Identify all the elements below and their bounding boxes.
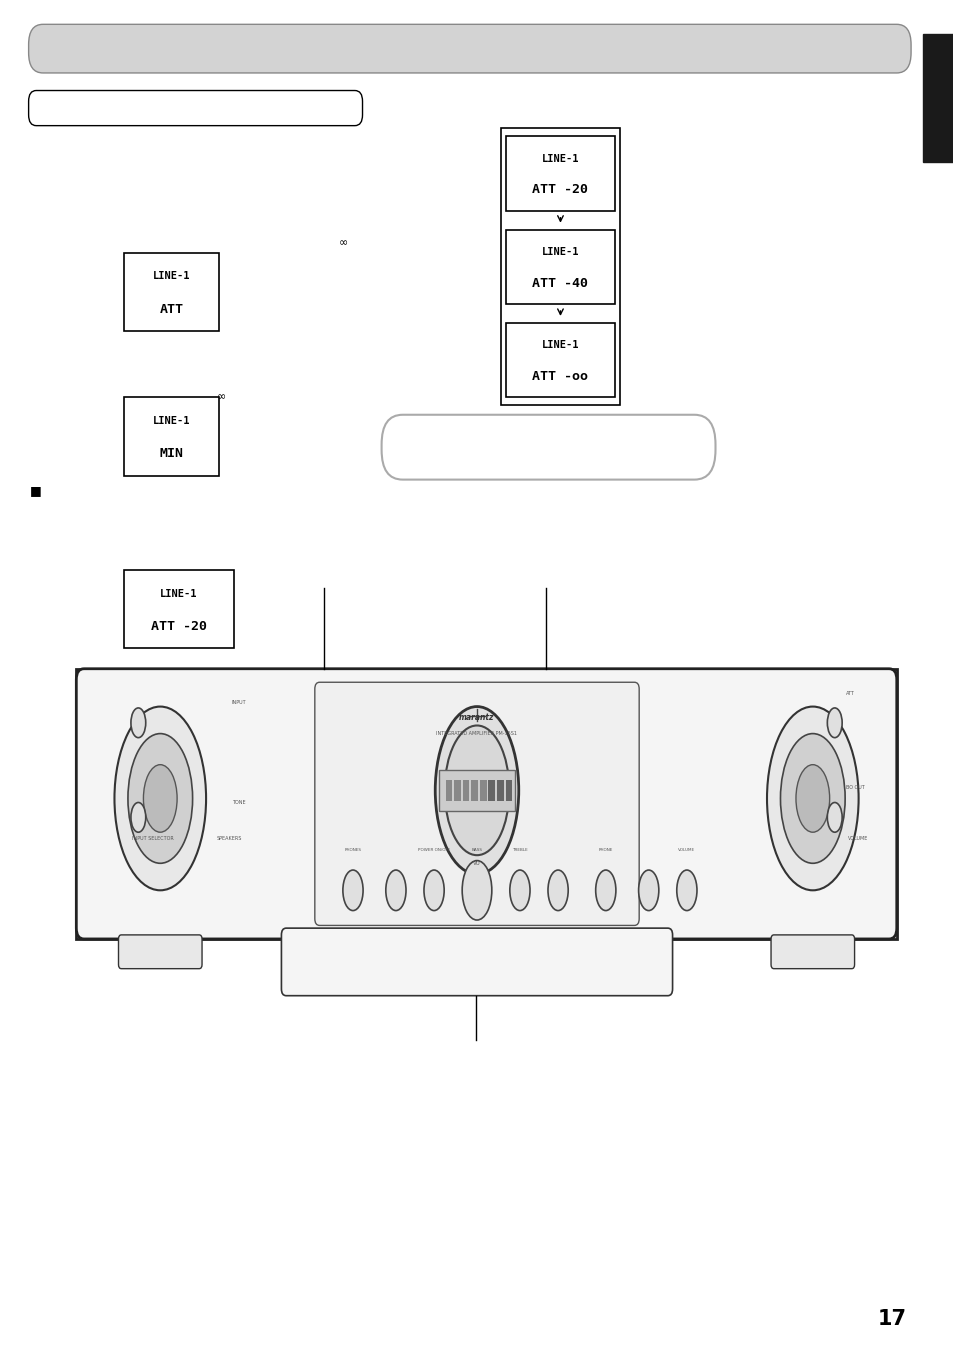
Ellipse shape — [795, 765, 829, 832]
Text: VOLUME: VOLUME — [847, 836, 868, 842]
Text: PHONES: PHONES — [344, 848, 361, 851]
Text: INTEGRATED AMPLIFIER PM-15S1: INTEGRATED AMPLIFIER PM-15S1 — [436, 731, 517, 736]
Text: ATT: ATT — [845, 690, 854, 696]
FancyBboxPatch shape — [314, 682, 639, 925]
Text: ATT: ATT — [159, 303, 184, 316]
Ellipse shape — [114, 707, 206, 890]
Text: LINE-1: LINE-1 — [160, 589, 197, 598]
Ellipse shape — [780, 734, 844, 863]
Ellipse shape — [461, 861, 492, 920]
Ellipse shape — [131, 708, 146, 738]
Text: LINE-1: LINE-1 — [541, 340, 578, 350]
Bar — [505, 136, 615, 211]
Text: LINE-1: LINE-1 — [541, 154, 578, 163]
Text: LINE-1: LINE-1 — [152, 416, 191, 426]
Text: LINE-1: LINE-1 — [541, 247, 578, 257]
Ellipse shape — [826, 708, 841, 738]
Ellipse shape — [423, 870, 444, 911]
Bar — [500, 128, 619, 405]
Bar — [445, 780, 452, 801]
Ellipse shape — [435, 707, 518, 874]
Text: BASS: BASS — [471, 848, 482, 851]
Ellipse shape — [826, 802, 841, 832]
Text: ATT -oo: ATT -oo — [532, 370, 588, 382]
Bar — [488, 780, 495, 801]
Text: INPUT SELECTOR: INPUT SELECTOR — [132, 836, 173, 842]
Text: marantz: marantz — [458, 713, 495, 721]
Bar — [505, 780, 512, 801]
Text: BO OUT: BO OUT — [845, 785, 864, 790]
Ellipse shape — [547, 870, 568, 911]
Text: PHONE: PHONE — [598, 848, 613, 851]
Ellipse shape — [131, 802, 146, 832]
Bar — [471, 780, 477, 801]
Ellipse shape — [509, 870, 530, 911]
Bar — [923, 34, 953, 162]
Bar — [454, 780, 460, 801]
Bar — [438, 770, 515, 811]
Text: ATT -20: ATT -20 — [151, 620, 207, 634]
FancyBboxPatch shape — [29, 24, 910, 73]
Text: VOLUME: VOLUME — [678, 848, 695, 851]
FancyBboxPatch shape — [281, 928, 672, 996]
Text: LINE-1: LINE-1 — [152, 272, 191, 281]
Ellipse shape — [385, 870, 406, 911]
Text: 17: 17 — [877, 1309, 905, 1328]
Text: ∞: ∞ — [216, 392, 226, 403]
Text: ■: ■ — [30, 484, 41, 497]
FancyBboxPatch shape — [118, 935, 202, 969]
Text: SPEAKERS: SPEAKERS — [216, 836, 241, 842]
Text: INPUT: INPUT — [231, 700, 246, 705]
Text: TONE: TONE — [232, 800, 245, 805]
Ellipse shape — [143, 765, 177, 832]
Text: ATT -40: ATT -40 — [532, 277, 588, 289]
Bar — [124, 570, 233, 648]
Text: ∞: ∞ — [338, 238, 348, 249]
FancyBboxPatch shape — [381, 415, 715, 480]
Bar — [124, 253, 219, 331]
Bar — [76, 669, 896, 939]
Bar — [462, 780, 469, 801]
FancyBboxPatch shape — [76, 669, 896, 939]
Text: TREBLE: TREBLE — [512, 848, 527, 851]
Ellipse shape — [342, 870, 363, 911]
Ellipse shape — [638, 870, 659, 911]
Bar — [497, 780, 503, 801]
Ellipse shape — [766, 707, 858, 890]
FancyBboxPatch shape — [29, 91, 362, 126]
Bar — [479, 780, 486, 801]
Ellipse shape — [676, 870, 697, 911]
FancyBboxPatch shape — [770, 935, 854, 969]
Bar — [505, 230, 615, 304]
Text: POWER ON/OFF: POWER ON/OFF — [417, 848, 450, 851]
Text: MIN: MIN — [159, 447, 184, 461]
Ellipse shape — [595, 870, 616, 911]
Text: VU: VU — [473, 861, 480, 866]
Bar — [505, 323, 615, 397]
Ellipse shape — [128, 734, 193, 863]
Bar — [124, 397, 219, 476]
Text: ATT -20: ATT -20 — [532, 184, 588, 196]
Ellipse shape — [444, 725, 509, 855]
